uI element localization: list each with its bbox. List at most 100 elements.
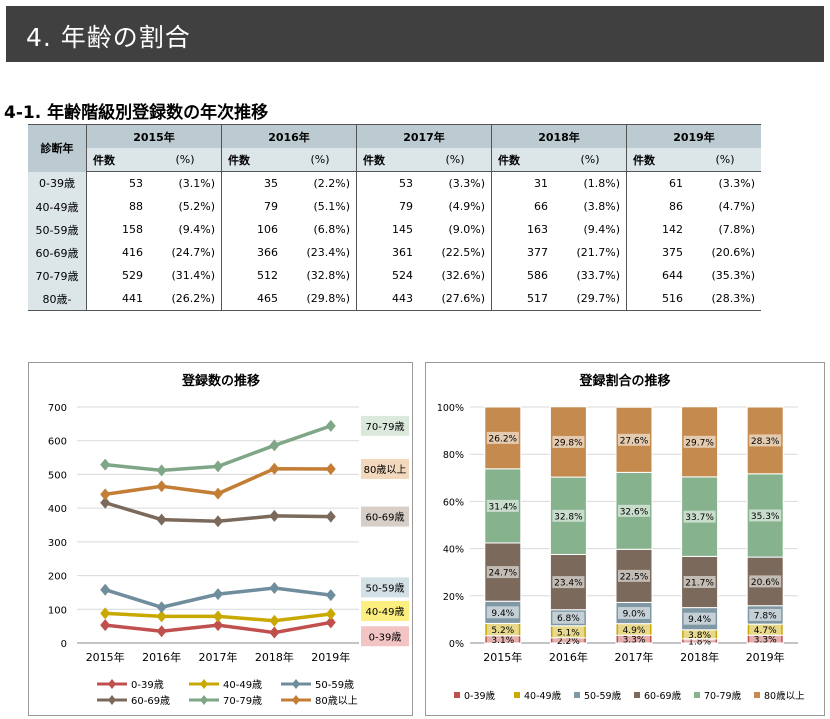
table-count-cell: 375 (662, 246, 683, 259)
data-point (325, 510, 336, 523)
page-title: 4. 年齢の割合 (26, 23, 191, 52)
table-pct-cell: (24.7%) (149, 241, 222, 264)
data-label-bg (486, 431, 519, 444)
table-count-cell: 524 (392, 269, 413, 282)
table-row-label: 60-69歳 (28, 241, 87, 264)
data-point (269, 614, 280, 627)
table-row-label: 0-39歳 (28, 171, 87, 195)
y-tick-label: 60% (443, 497, 464, 508)
legend-swatch (634, 692, 640, 698)
data-label-bg (552, 625, 585, 638)
table-count-cell: 416 (122, 246, 143, 259)
table-count-cell: 106 (257, 223, 278, 236)
legend-label: 70-79歳 (223, 695, 262, 707)
table-row: 70-79歳 529 (31.4%) 512 (32.8%) 524 (32.6%) 586 (… (28, 264, 761, 287)
table-pct-cell: (23.4%) (284, 241, 357, 264)
table-count-cell: 644 (662, 269, 683, 282)
table-count-cell: 158 (122, 223, 143, 236)
data-point (269, 462, 280, 475)
x-tick-label: 2015年 (483, 650, 522, 664)
table-year-header: 2015年 (86, 124, 222, 148)
data-point (100, 458, 111, 471)
table-count-header: 件数 (356, 148, 419, 172)
y-tick-label: 200 (48, 572, 67, 583)
data-label: 7.8% (754, 611, 777, 621)
legend-label: 50-59歳 (315, 679, 354, 691)
table-count-cell: 142 (662, 223, 683, 236)
table-count-cell: 516 (626, 287, 689, 311)
y-tick-label: 700 (48, 403, 67, 414)
x-tick-label: 2017年 (199, 650, 238, 664)
table-row: 40-49歳 88 (5.2%) 79 (5.1%) 79 (4.9%) 66 (3.8%) 86… (28, 195, 761, 218)
legend-label: 60-69歳 (644, 690, 682, 702)
data-point (325, 463, 336, 476)
table-count-cell: 377 (527, 246, 548, 259)
table-pct-cell: (9.4%) (554, 218, 627, 241)
data-label: 35.3% (751, 512, 780, 522)
registration-table: 診断年 2015年 2016年 2017年 2018年 2019年 件数 (%) 件数 (%) 件数… (28, 124, 761, 311)
legend-marker (200, 695, 208, 705)
table-pct-cell: (4.7%) (718, 200, 755, 213)
y-tick-label: 100 (48, 605, 67, 616)
line-chart-panel: 登録数の推移 0 100 200 300 400 500 600 700 2015年 2016年 20… (28, 362, 413, 716)
data-point (156, 480, 167, 493)
data-label-bg (486, 566, 519, 579)
table-count-cell: 586 (527, 269, 548, 282)
data-label: 9.0% (623, 610, 646, 620)
table-pct-cell: (2.2%) (284, 171, 357, 195)
y-tick-label: 400 (48, 504, 67, 515)
data-label-bg (749, 575, 782, 588)
table-pct-cell: (3.3%) (718, 177, 755, 190)
data-label: 2.2% (557, 637, 580, 647)
legend-swatch (454, 692, 460, 698)
table-count-header: 件数 (86, 148, 149, 172)
data-point (269, 509, 280, 522)
series-end-label: 50-59歳 (365, 582, 404, 594)
data-point (213, 619, 223, 632)
table-pct-cell: (29.7%) (554, 287, 627, 311)
series-end-label-bg (361, 459, 409, 480)
table-pct-cell: (22.5%) (419, 241, 492, 264)
data-label: 27.6% (620, 436, 649, 446)
legend-label: 0-39歳 (464, 690, 496, 702)
table-pct-cell: (35.3%) (711, 269, 755, 282)
data-label: 3.1% (491, 636, 514, 646)
chart-title: 登録割合の推移 (578, 373, 670, 389)
table-pct-header: (%) (149, 148, 222, 172)
table-count-cell: 443 (356, 287, 419, 311)
table-row-label: 40-49歳 (28, 195, 87, 218)
table-pct-header: (%) (284, 148, 357, 172)
x-tick-label: 2019年 (746, 650, 785, 664)
x-tick-label: 2017年 (615, 650, 654, 664)
data-point (213, 487, 223, 500)
data-point (156, 601, 167, 614)
table-row: 60-69歳 416 (24.7%) 366 (23.4%) 361 (22.5%) 377 (… (28, 241, 761, 264)
chart-title: 登録数の推移 (181, 373, 260, 389)
data-label-bg (618, 569, 650, 582)
data-label: 5.2% (491, 626, 514, 636)
data-point (325, 589, 336, 602)
data-point (156, 513, 167, 526)
data-label: 33.7% (685, 513, 714, 523)
data-label-bg (749, 633, 782, 646)
line-chart: 登録数の推移 0 100 200 300 400 500 600 700 2015年 2016年 20… (48, 373, 409, 707)
series-end-label: 80歳以上 (364, 464, 407, 476)
table-year-header: 2017年 (356, 124, 492, 148)
table-pct-cell: (9.4%) (149, 218, 222, 241)
table-pct-cell: (26.2%) (149, 287, 222, 311)
table-row-label: 50-59歳 (28, 218, 87, 241)
table-pct-header: (%) (554, 148, 627, 172)
x-tick-label: 2015年 (86, 650, 125, 664)
table-row-label: 80歳- (28, 287, 87, 311)
y-tick-label: 20% (443, 592, 464, 603)
data-label: 3.3% (623, 636, 646, 646)
data-label: 3.8% (688, 631, 711, 641)
data-label-bg (683, 628, 716, 641)
data-label-bg (683, 575, 716, 588)
data-label-bg (552, 509, 585, 522)
legend-swatch (694, 692, 700, 698)
table-count-cell: 53 (129, 177, 143, 190)
data-label: 9.4% (688, 615, 711, 625)
table-pct-cell: (3.1%) (149, 171, 222, 195)
table-pct-cell: (32.6%) (419, 264, 492, 287)
